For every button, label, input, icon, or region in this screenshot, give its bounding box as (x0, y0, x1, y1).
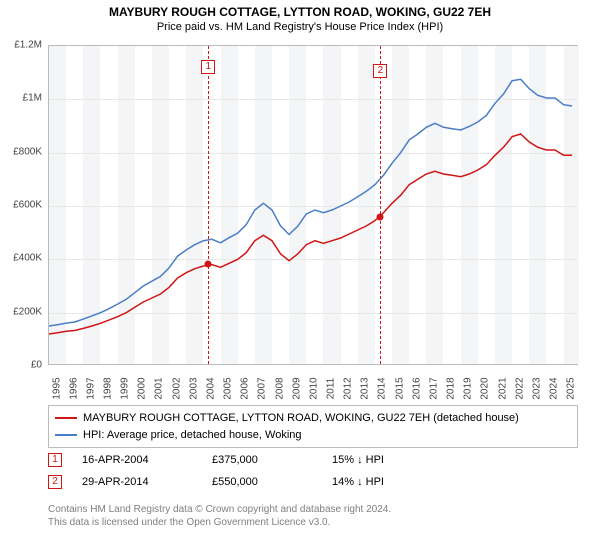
y-tick-label: £400K (0, 253, 42, 264)
x-tick-label: 1995 (51, 377, 62, 399)
chart-plot-area: 12 (48, 45, 578, 365)
sale-row-hpi-diff: 15% ↓ HPI (332, 454, 412, 466)
x-tick-label: 2023 (531, 377, 542, 399)
x-tick-label: 2006 (240, 377, 251, 399)
x-tick-label: 2005 (223, 377, 234, 399)
legend-swatch (55, 417, 77, 419)
legend-swatch (55, 434, 77, 436)
series-line-property (49, 134, 572, 334)
x-tick-label: 2007 (257, 377, 268, 399)
y-tick-label: £1M (0, 93, 42, 104)
x-tick-label: 2016 (411, 377, 422, 399)
x-tick-label: 2025 (566, 377, 577, 399)
sale-row-marker: 2 (48, 475, 62, 489)
x-tick-label: 2009 (291, 377, 302, 399)
x-tick-label: 1999 (120, 377, 131, 399)
x-tick-label: 2014 (377, 377, 388, 399)
x-tick-label: 2017 (428, 377, 439, 399)
x-tick-label: 2018 (446, 377, 457, 399)
legend-label: MAYBURY ROUGH COTTAGE, LYTTON ROAD, WOKI… (83, 410, 519, 427)
series-svg (49, 46, 579, 366)
x-tick-label: 2001 (154, 377, 165, 399)
legend-label: HPI: Average price, detached house, Woki… (83, 427, 302, 444)
x-tick-label: 2008 (274, 377, 285, 399)
x-tick-label: 2003 (188, 377, 199, 399)
x-tick-label: 2011 (326, 378, 337, 400)
sale-row-date: 16-APR-2004 (82, 454, 192, 466)
x-tick-label: 2019 (463, 377, 474, 399)
x-tick-label: 2004 (205, 377, 216, 399)
x-tick-label: 1996 (68, 377, 79, 399)
sale-row: 2 29-APR-2014 £550,000 14% ↓ HPI (48, 475, 412, 489)
chart-subtitle: Price paid vs. HM Land Registry's House … (0, 19, 600, 33)
legend: MAYBURY ROUGH COTTAGE, LYTTON ROAD, WOKI… (48, 405, 578, 448)
chart-title: MAYBURY ROUGH COTTAGE, LYTTON ROAD, WOKI… (0, 0, 600, 19)
x-tick-label: 1998 (103, 377, 114, 399)
x-tick-label: 2015 (394, 377, 405, 399)
x-tick-label: 2002 (171, 377, 182, 399)
footer-attribution: Contains HM Land Registry data © Crown c… (48, 503, 391, 529)
x-tick-label: 2020 (480, 377, 491, 399)
sale-dot (377, 214, 384, 221)
y-tick-label: £0 (0, 360, 42, 371)
legend-item: HPI: Average price, detached house, Woki… (55, 427, 571, 444)
y-tick-label: £200K (0, 306, 42, 317)
sale-row-date: 29-APR-2014 (82, 476, 192, 488)
legend-item: MAYBURY ROUGH COTTAGE, LYTTON ROAD, WOKI… (55, 410, 571, 427)
sale-row-price: £550,000 (212, 476, 312, 488)
x-tick-label: 2012 (343, 377, 354, 399)
x-tick-label: 2000 (137, 377, 148, 399)
sale-row-marker: 1 (48, 453, 62, 467)
x-tick-label: 2013 (360, 377, 371, 399)
footer-line-2: This data is licensed under the Open Gov… (48, 516, 391, 529)
footer-line-1: Contains HM Land Registry data © Crown c… (48, 503, 391, 516)
x-tick-label: 2024 (548, 377, 559, 399)
sale-row: 1 16-APR-2004 £375,000 15% ↓ HPI (48, 453, 412, 467)
y-tick-label: £1.2M (0, 40, 42, 51)
x-tick-label: 2010 (308, 377, 319, 399)
y-tick-label: £800K (0, 146, 42, 157)
sale-dot (205, 261, 212, 268)
sale-row-hpi-diff: 14% ↓ HPI (332, 476, 412, 488)
x-tick-label: 2022 (514, 377, 525, 399)
x-tick-label: 2021 (497, 377, 508, 399)
series-line-hpi (49, 79, 572, 326)
y-tick-label: £600K (0, 200, 42, 211)
sale-row-price: £375,000 (212, 454, 312, 466)
x-tick-label: 1997 (85, 377, 96, 399)
